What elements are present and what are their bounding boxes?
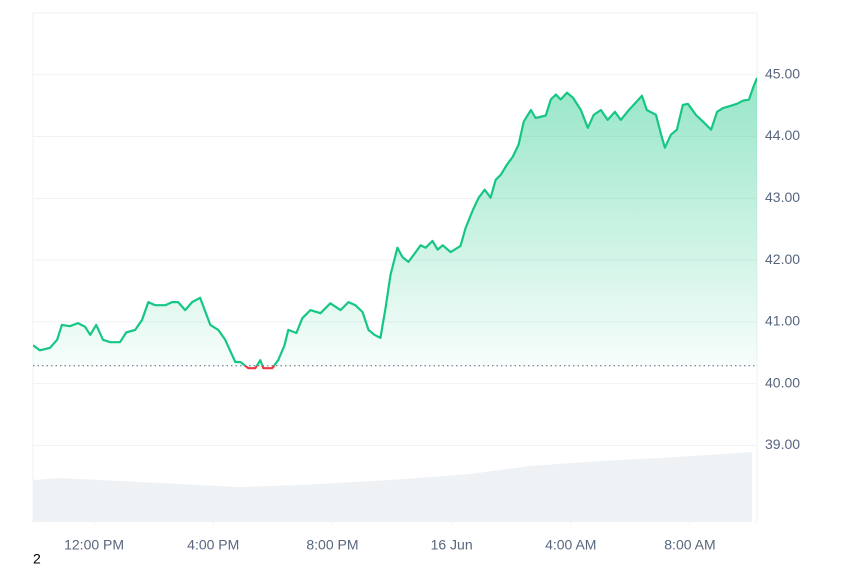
x-tick-label: 8:00 AM (664, 537, 715, 553)
y-tick-label: 42.00 (765, 251, 800, 267)
y-tick-label: 43.00 (765, 189, 800, 205)
y-tick-label: 45.00 (765, 65, 800, 81)
x-tick-label: 4:00 PM (187, 537, 239, 553)
area (33, 77, 757, 366)
y-tick-label: 44.00 (765, 127, 800, 143)
x-tick-label: 8:00 PM (306, 537, 358, 553)
y-tick-label: 39.00 (765, 436, 800, 452)
y-tick-label: 41.00 (765, 313, 800, 329)
volume-area (33, 452, 752, 522)
x-tick-label: 12:00 PM (64, 537, 124, 553)
x-tick-label: 4:00 AM (545, 537, 596, 553)
price-line (33, 77, 757, 366)
x-tick-label: 16 Jun (431, 537, 473, 553)
y-tick-label: 40.00 (765, 374, 800, 390)
page-label: 2 (33, 551, 41, 567)
